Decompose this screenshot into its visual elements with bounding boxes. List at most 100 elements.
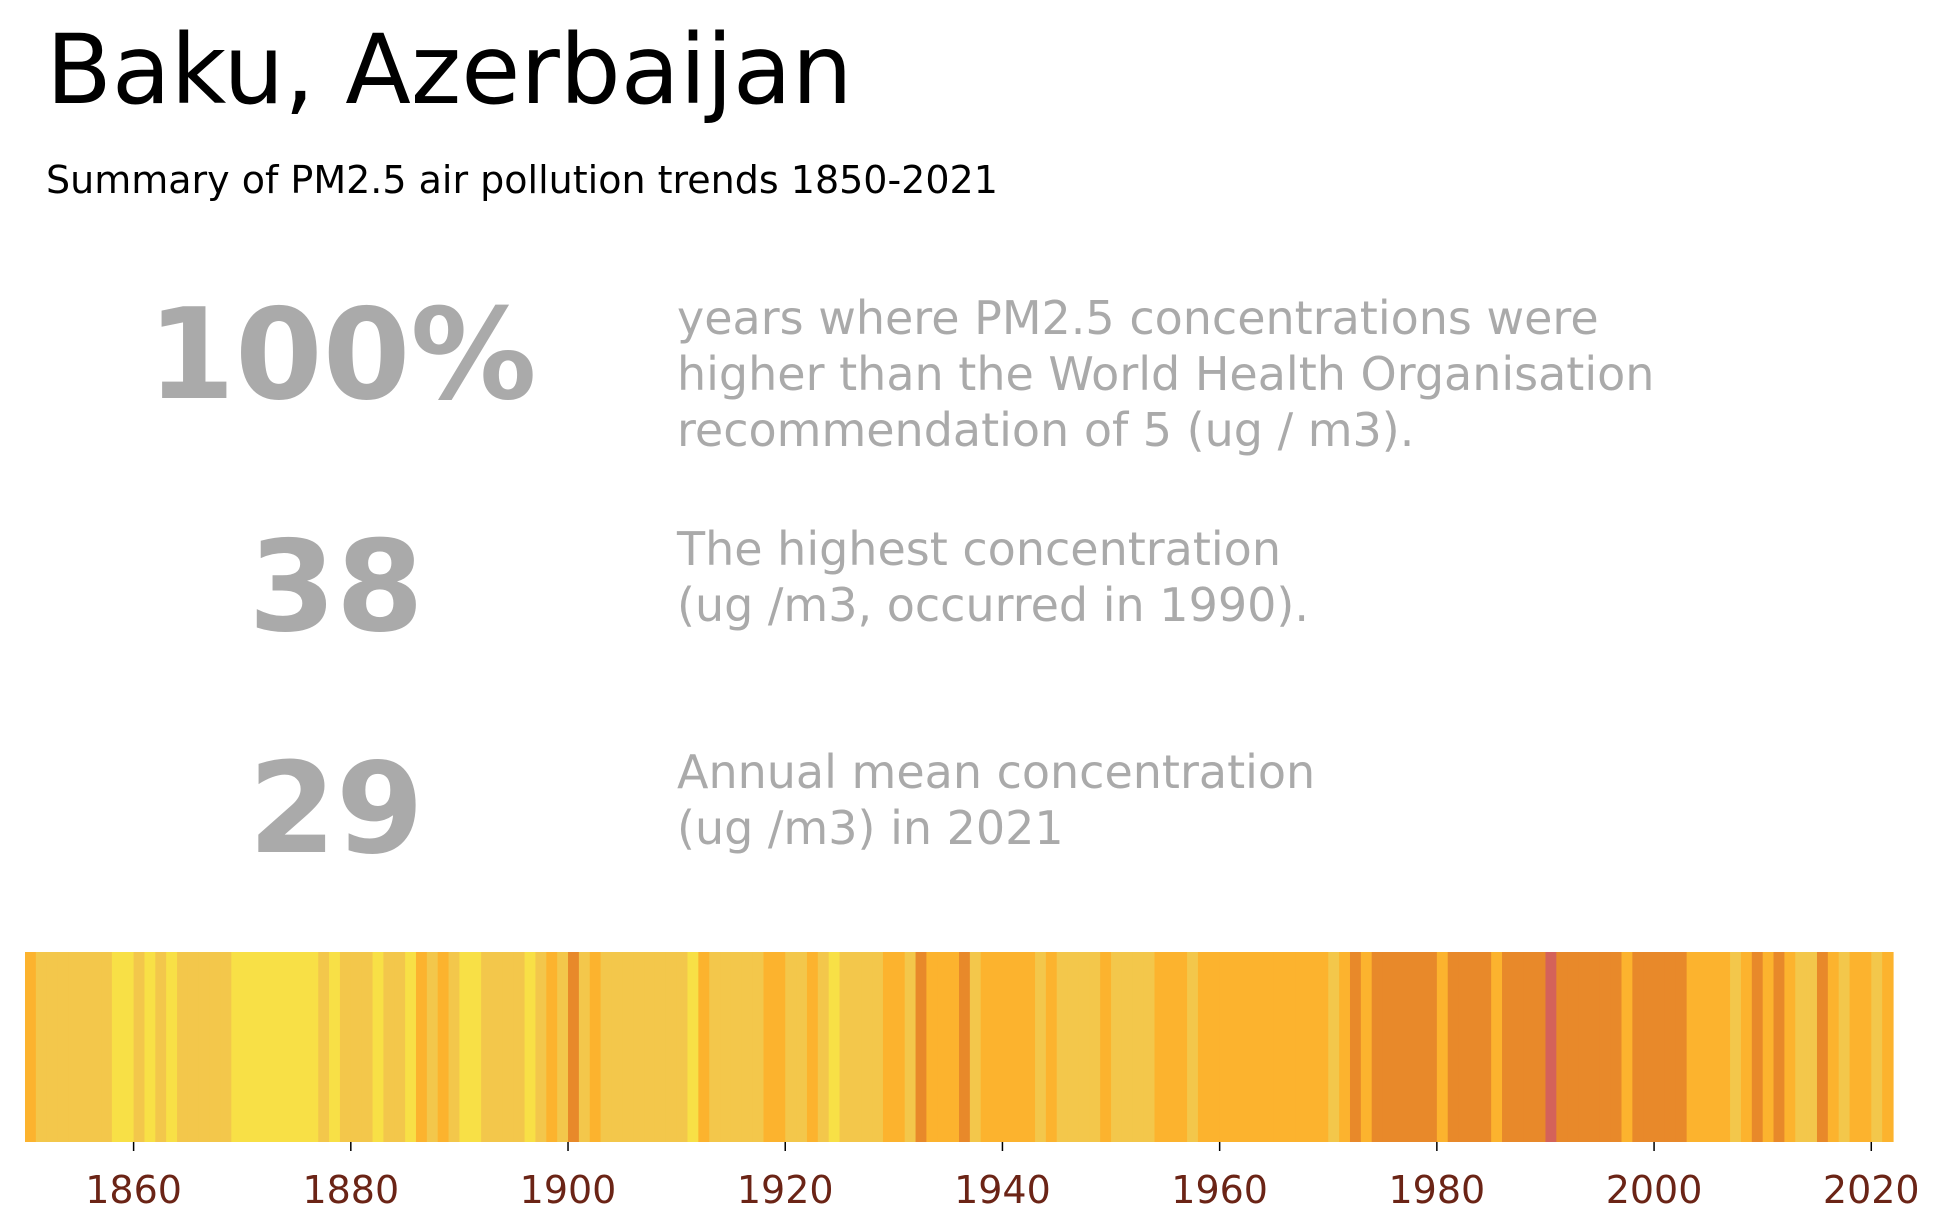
- stripe-1981: [1447, 952, 1460, 1142]
- stripe-1929: [882, 952, 895, 1142]
- stripe-1985: [1491, 952, 1503, 1142]
- stripe-1878: [329, 952, 341, 1142]
- stripe-1963: [1252, 952, 1264, 1142]
- stripe-1955: [1165, 952, 1177, 1142]
- stripe-2021: [1882, 952, 1894, 1142]
- stripe-1925: [839, 952, 851, 1142]
- stripe-1951: [1121, 952, 1134, 1142]
- stripe-1880: [350, 952, 363, 1142]
- stripe-1997: [1621, 952, 1633, 1142]
- stripe-1980: [1436, 952, 1449, 1142]
- stripe-1962: [1241, 952, 1253, 1142]
- stripe-1887: [426, 952, 439, 1142]
- stripe-1958: [1197, 952, 1210, 1142]
- x-tick-label: 1920: [737, 1168, 834, 1212]
- stripe-1898: [546, 952, 558, 1142]
- stripe-1922: [806, 952, 819, 1142]
- stripe-1907: [644, 952, 656, 1142]
- stripe-1926: [850, 952, 862, 1142]
- stat-description-line: (ug /m3, occurred in 1990).: [677, 578, 1309, 632]
- stripe-1972: [1349, 952, 1362, 1142]
- stripe-2013: [1795, 952, 1807, 1142]
- x-tick-label: 1960: [1171, 1168, 1268, 1212]
- stripe-1992: [1567, 952, 1579, 1142]
- stripe-1900: [568, 952, 580, 1142]
- stripe-1871: [253, 952, 265, 1142]
- stripe-1862: [155, 952, 167, 1142]
- stat-description-line: (ug /m3) in 2021: [677, 801, 1064, 855]
- stripe-2017: [1838, 952, 1851, 1142]
- stripe-1979: [1426, 952, 1438, 1142]
- stripe-1961: [1230, 952, 1242, 1142]
- stripe-1994: [1588, 952, 1601, 1142]
- stat-description-line: higher than the World Health Organisatio…: [677, 347, 1655, 401]
- stripe-1970: [1328, 952, 1340, 1142]
- stripe-2001: [1664, 952, 1677, 1142]
- stripe-1936: [959, 952, 971, 1142]
- stripe-1914: [720, 952, 732, 1142]
- stripe-1899: [557, 952, 569, 1142]
- stripe-1923: [817, 952, 830, 1142]
- stripe-1949: [1100, 952, 1112, 1142]
- stripe-1908: [654, 952, 667, 1142]
- stripe-1938: [980, 952, 993, 1142]
- page-title: Baku, Azerbaijan: [46, 14, 853, 126]
- x-tick-label: 1900: [520, 1168, 617, 1212]
- stripe-1905: [622, 952, 634, 1142]
- stripe-1906: [633, 952, 645, 1142]
- stripe-2014: [1806, 952, 1818, 1142]
- stripe-1881: [361, 952, 374, 1142]
- x-tick-label: 1860: [85, 1168, 182, 1212]
- stripe-1852: [46, 952, 59, 1142]
- stripe-1966: [1284, 952, 1297, 1142]
- stripe-1853: [57, 952, 70, 1142]
- stat-description-highest: The highest concentration (ug /m3, occur…: [677, 521, 1857, 633]
- stripe-1856: [90, 952, 102, 1142]
- stripe-1960: [1219, 952, 1232, 1142]
- stripe-1855: [79, 952, 91, 1142]
- stripe-1971: [1339, 952, 1351, 1142]
- x-tick-label: 1980: [1389, 1168, 1486, 1212]
- stripe-2000: [1654, 952, 1666, 1142]
- stripe-1967: [1295, 952, 1308, 1142]
- stripe-1866: [198, 952, 211, 1142]
- stripe-1989: [1534, 952, 1547, 1142]
- stripe-1977: [1404, 952, 1416, 1142]
- stripe-1864: [177, 952, 189, 1142]
- stripe-2020: [1871, 952, 1883, 1142]
- stat-value-annual-mean: 29: [248, 735, 424, 882]
- stripe-1860: [133, 952, 146, 1142]
- stripe-1984: [1480, 952, 1492, 1142]
- stripe-1886: [415, 952, 428, 1142]
- stripe-1959: [1208, 952, 1221, 1142]
- stripe-1869: [231, 952, 243, 1142]
- stat-description-line: years where PM2.5 concentrations were: [677, 291, 1599, 345]
- stripe-1917: [752, 952, 765, 1142]
- stripe-1894: [502, 952, 515, 1142]
- stripe-1950: [1111, 952, 1123, 1142]
- stripe-1928: [872, 952, 884, 1142]
- stripe-1857: [101, 952, 113, 1142]
- stripe-1865: [187, 952, 200, 1142]
- stripe-1990: [1545, 952, 1557, 1142]
- stripe-1996: [1610, 952, 1623, 1142]
- stripe-2009: [1751, 952, 1764, 1142]
- stripe-1932: [915, 952, 928, 1142]
- stripe-1942: [1024, 952, 1036, 1142]
- stripe-1870: [242, 952, 254, 1142]
- stripe-1975: [1382, 952, 1395, 1142]
- stripe-1888: [437, 952, 450, 1142]
- stripe-1964: [1263, 952, 1275, 1142]
- stripe-1897: [535, 952, 547, 1142]
- stripe-1954: [1154, 952, 1166, 1142]
- stripe-1957: [1187, 952, 1199, 1142]
- stripe-1968: [1306, 952, 1318, 1142]
- stripe-1939: [991, 952, 1004, 1142]
- stripe-2010: [1762, 952, 1775, 1142]
- stripe-1854: [68, 952, 80, 1142]
- stripe-1877: [318, 952, 330, 1142]
- stripe-1876: [307, 952, 319, 1142]
- stripe-1953: [1143, 952, 1156, 1142]
- stripe-1983: [1469, 952, 1481, 1142]
